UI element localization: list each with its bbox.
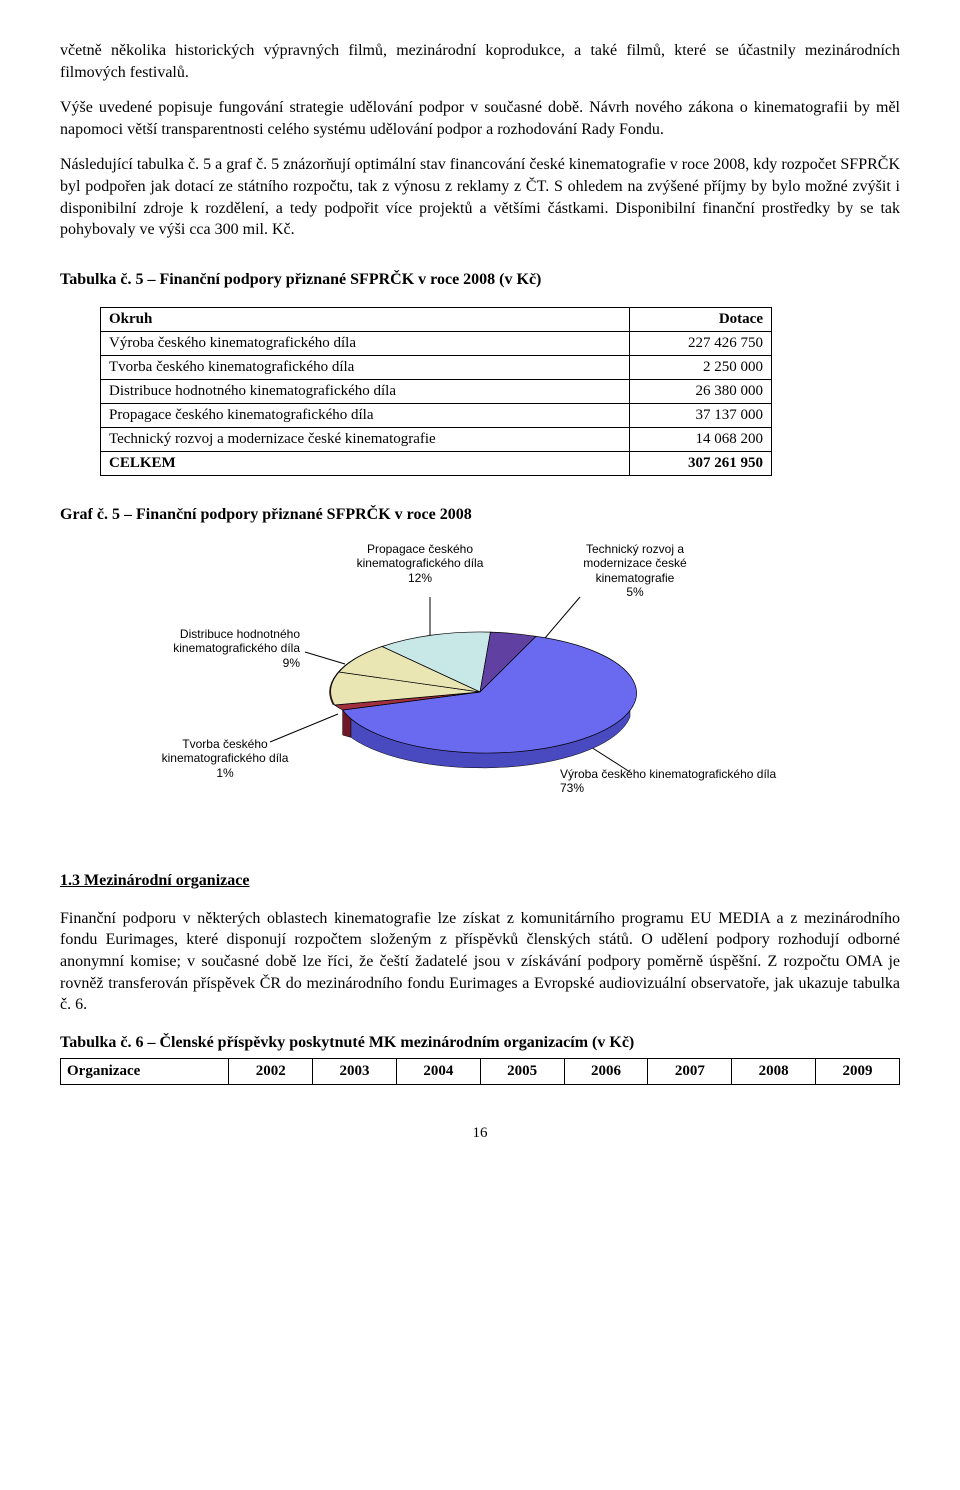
cell-total-label: CELKEM: [101, 451, 630, 475]
cell-label: Distribuce hodnotného kinematografického…: [101, 379, 630, 403]
table6-head-1: 2002: [229, 1058, 313, 1084]
cell-label: Technický rozvoj a modernizace české kin…: [101, 427, 630, 451]
table6-head-8: 2009: [816, 1058, 900, 1084]
table6-head-2: 2003: [313, 1058, 397, 1084]
table6-head-4: 2005: [480, 1058, 564, 1084]
table6-title: Tabulka č. 6 – Členské příspěvky poskytn…: [60, 1034, 900, 1052]
pie-label-distribuce: Distribuce hodnotnéhokinematografického …: [120, 627, 300, 670]
table5-title: Tabulka č. 5 – Finanční podpory přiznané…: [60, 271, 900, 289]
table6-head-5: 2006: [564, 1058, 648, 1084]
cell-value: 14 068 200: [630, 427, 772, 451]
cell-value: 227 426 750: [630, 331, 772, 355]
pie-label-technicky: Technický rozvoj amodernizace českékinem…: [550, 542, 720, 600]
cell-value: 26 380 000: [630, 379, 772, 403]
cell-value: 37 137 000: [630, 403, 772, 427]
table-row: Technický rozvoj a modernizace české kin…: [101, 427, 772, 451]
graf5-title: Graf č. 5 – Finanční podpory přiznané SF…: [60, 506, 900, 524]
table5-head-left: Okruh: [101, 307, 630, 331]
cell-value: 2 250 000: [630, 355, 772, 379]
cell-label: Propagace českého kinematografického díl…: [101, 403, 630, 427]
table6-head-0: Organizace: [61, 1058, 229, 1084]
table6: Organizace 2002 2003 2004 2005 2006 2007…: [60, 1058, 900, 1085]
table-row: Výroba českého kinematografického díla 2…: [101, 331, 772, 355]
table6-head-6: 2007: [648, 1058, 732, 1084]
table-row: Distribuce hodnotného kinematografického…: [101, 379, 772, 403]
table-row: Propagace českého kinematografického díl…: [101, 403, 772, 427]
section-1-3-label: 1.3 Mezinárodní organizace: [60, 872, 249, 889]
table6-head-3: 2004: [396, 1058, 480, 1084]
pie-label-vyroba: Výroba českého kinematografického díla73…: [560, 767, 840, 796]
paragraph: Následující tabulka č. 5 a graf č. 5 zná…: [60, 154, 900, 240]
table6-head-7: 2008: [732, 1058, 816, 1084]
pie-label-tvorba: Tvorba českéhokinematografického díla1%: [140, 737, 310, 780]
table5-head-right: Dotace: [630, 307, 772, 331]
table5: Okruh Dotace Výroba českého kinematograf…: [100, 307, 772, 476]
pie-label-propagace: Propagace českéhokinematografického díla…: [330, 542, 510, 585]
cell-label: Výroba českého kinematografického díla: [101, 331, 630, 355]
table-row: Tvorba českého kinematografického díla 2…: [101, 355, 772, 379]
paragraph: včetně několika historických výpravných …: [60, 40, 900, 83]
page-number: 16: [60, 1125, 900, 1142]
cell-total-value: 307 261 950: [630, 451, 772, 475]
pie-chart: Propagace českéhokinematografického díla…: [120, 542, 840, 832]
paragraph: Výše uvedené popisuje fungování strategi…: [60, 97, 900, 140]
cell-label: Tvorba českého kinematografického díla: [101, 355, 630, 379]
table-row-total: CELKEM 307 261 950: [101, 451, 772, 475]
paragraph: Finanční podporu v některých oblastech k…: [60, 908, 900, 1016]
section-1-3-title: 1.3 Mezinárodní organizace: [60, 872, 900, 890]
